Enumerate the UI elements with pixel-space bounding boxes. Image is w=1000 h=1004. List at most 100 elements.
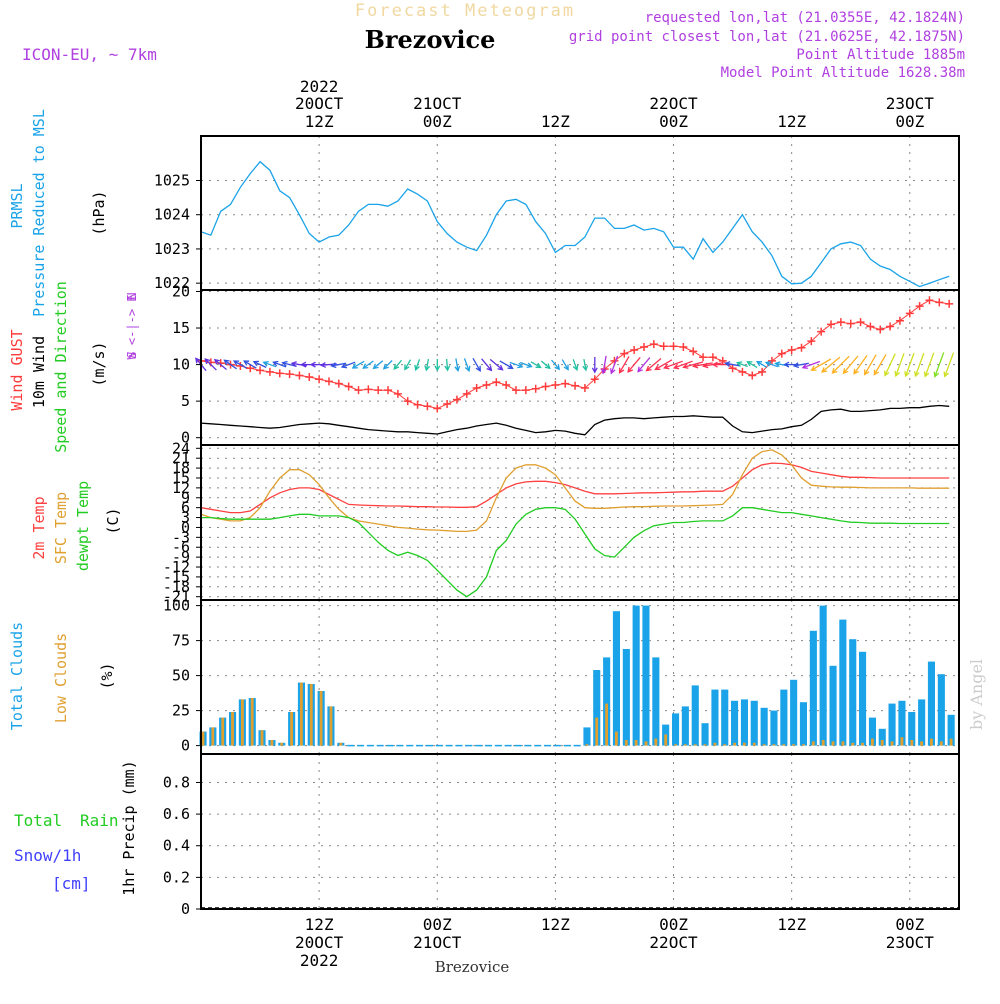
wind-arrow: [472, 357, 481, 372]
low-cloud-bar: [743, 742, 746, 746]
low-cloud-bar: [811, 741, 815, 746]
low-cloud-bar: [231, 712, 234, 746]
top-time-label: 00Z: [895, 112, 924, 131]
gust-marker: [649, 340, 658, 349]
gust-marker: [541, 382, 550, 391]
gust-marker: [895, 316, 904, 325]
wind-arrow-head: [204, 358, 211, 365]
temp-line-sfc-temp: [200, 449, 950, 533]
low-cloud-bar: [319, 691, 323, 746]
y-tick-label: 0.8: [163, 773, 190, 791]
low-cloud-bar: [782, 744, 786, 746]
wind-arrow-head: [600, 368, 607, 375]
total-cloud-bar: [947, 714, 955, 746]
wind-arrow-head: [774, 361, 781, 368]
low-cloud-bar: [683, 744, 687, 746]
total-cloud-bar: [780, 689, 788, 746]
low-cloud-bar: [841, 741, 845, 746]
y-tick-label: 0.2: [163, 868, 190, 886]
gust-marker: [856, 318, 865, 327]
wind-arrow-head: [810, 365, 817, 371]
temp-series-2: [201, 507, 950, 598]
model-label: ICON-EU, ~ 7km: [22, 45, 157, 64]
bottom-time-label: 00Z: [659, 915, 688, 934]
y-tick-label: 5: [181, 392, 190, 410]
y-tick-label: 0.4: [163, 837, 190, 855]
wind-arrow: [914, 352, 925, 377]
gust-marker: [620, 349, 629, 358]
wind-arrow-head: [517, 362, 524, 369]
low-cloud-bar: [703, 744, 707, 746]
gust-marker: [561, 379, 570, 388]
gust-marker: [275, 369, 284, 378]
y-tick-label: 1023: [154, 240, 190, 258]
panel-0-grid: 1022 1023 1024 1025: [154, 136, 959, 292]
low-cloud-bar: [693, 744, 697, 746]
y-tick-label: 0: [181, 900, 190, 918]
total-cloud-bar: [898, 700, 906, 746]
low-cloud-bar: [861, 742, 864, 746]
y-tick-label: 1025: [154, 171, 190, 189]
wind-arrow: [499, 360, 513, 369]
wind-arrow-head: [351, 363, 358, 369]
wind-arrow: [673, 360, 693, 369]
top-date-label: 20OCT: [295, 94, 344, 113]
low-cloud-bar: [654, 738, 658, 746]
temp-dewpt-label: dewpt Temp: [74, 481, 92, 571]
bottom-date-label: 21OCT: [413, 933, 462, 952]
low-cloud-bar: [880, 740, 884, 746]
gust-marker: [344, 382, 353, 391]
gust-marker: [256, 366, 265, 375]
panel-1-frame: [200, 289, 960, 446]
low-cloud-bar: [930, 738, 933, 746]
wind-arrow: [540, 360, 551, 369]
wind-speed-series: [200, 404, 950, 436]
top-time-label: 00Z: [659, 112, 688, 131]
gust-marker: [354, 386, 363, 395]
total-cloud-bar: [672, 713, 680, 746]
wind-arrow: [519, 361, 532, 368]
y-tick-label: 0: [181, 429, 190, 447]
total-cloud-bar: [829, 665, 837, 746]
gust-marker: [492, 378, 501, 387]
wind-arrow: [843, 355, 859, 374]
total-clouds-label: Total Clouds: [8, 622, 26, 730]
total-cloud-bar: [819, 605, 827, 746]
wind-arrow-head: [544, 363, 551, 370]
wind-arrow: [864, 354, 877, 375]
gust-marker: [945, 299, 954, 308]
wind-arrow-head: [444, 365, 451, 372]
low-cloud-bar: [802, 744, 805, 746]
wind-arrow: [646, 358, 662, 372]
wind-arrow-head: [894, 370, 901, 378]
gust-marker: [315, 375, 324, 384]
wind-arrow-head: [711, 361, 718, 368]
bottom-date-label: 23OCT: [886, 933, 935, 952]
pressure-line: [200, 160, 950, 288]
wind-arrow-head: [663, 363, 670, 370]
wind-arrow-head: [195, 357, 201, 364]
gust-marker: [925, 296, 934, 305]
wind-arrow-head: [330, 362, 337, 369]
wind-arrow-head: [873, 369, 880, 376]
wind-arrow: [627, 356, 641, 373]
wind-arrow: [794, 362, 809, 367]
temp-2m-label: 2m Temp: [30, 496, 48, 559]
y-tick-label: 21: [172, 449, 190, 467]
gust-marker: [295, 371, 304, 380]
prmsl-label: PRMSL: [8, 183, 26, 228]
gust-marker: [876, 325, 885, 334]
low-cloud-bar: [821, 740, 825, 746]
gust-marker: [659, 342, 668, 351]
wind-arrow: [253, 361, 267, 368]
wind-arrow-head: [464, 365, 471, 373]
wind-arrow: [637, 357, 651, 373]
total-cloud-bar: [691, 685, 699, 746]
top-time-label: 00Z: [423, 112, 452, 131]
total-cloud-bar: [721, 689, 729, 746]
wind-arrow-head: [424, 365, 431, 372]
compass-s: S: [125, 351, 139, 358]
bottom-time-label: 00Z: [423, 915, 452, 934]
gust-marker: [905, 309, 914, 318]
